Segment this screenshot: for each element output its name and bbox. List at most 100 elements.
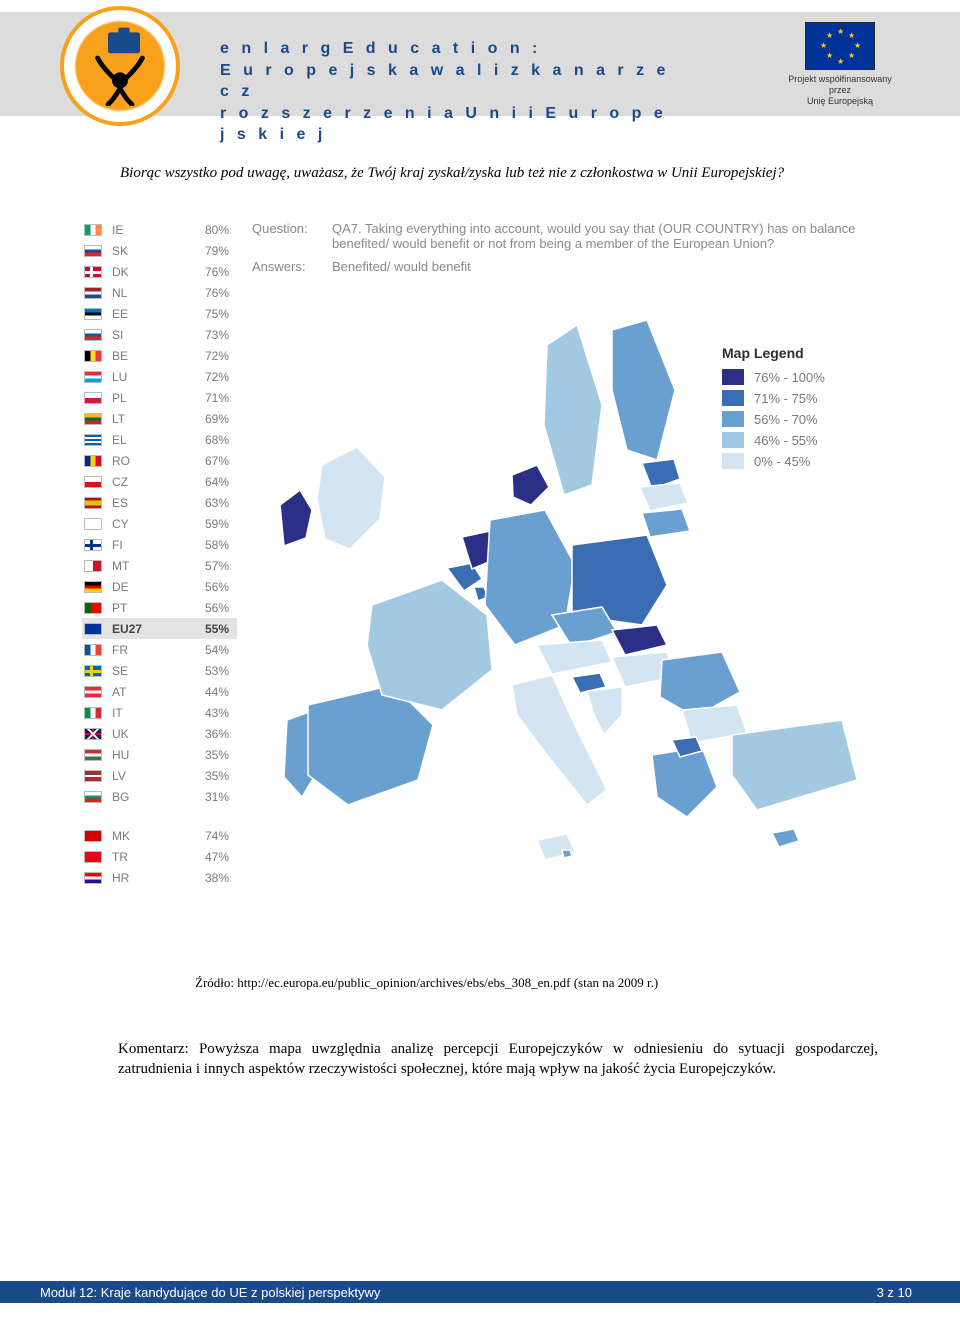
country-code: IE (112, 223, 152, 237)
country-flag-icon (84, 476, 102, 488)
map-country-uk (317, 447, 385, 549)
country-code: SI (112, 328, 152, 342)
footer-right: 3 z 10 (877, 1285, 912, 1300)
country-row: PL71% (82, 387, 237, 408)
project-logo (60, 6, 180, 126)
country-row: MK74% (82, 825, 237, 846)
country-row: RO67% (82, 450, 237, 471)
country-pct: 76% (152, 286, 237, 300)
comment-block: Komentarz: Powyższa mapa uwzględnia anal… (118, 1040, 878, 1079)
country-code: CY (112, 517, 152, 531)
country-code: UK (112, 727, 152, 741)
country-flag-icon (84, 665, 102, 677)
country-code: EL (112, 433, 152, 447)
country-pct: 43% (152, 706, 237, 720)
country-pct: 74% (152, 829, 237, 843)
chart-area: IE80%SK79%DK76%NL76%EE75%SI73%BE72%LU72%… (82, 215, 882, 965)
country-pct: 76% (152, 265, 237, 279)
map-country-fr (367, 580, 492, 710)
country-code: RO (112, 454, 152, 468)
country-flag-icon (84, 644, 102, 656)
country-row: IE80% (82, 219, 237, 240)
country-flag-icon (84, 308, 102, 320)
country-pct: 72% (152, 370, 237, 384)
eu-flag-icon: ★ ★ ★ ★ ★ ★ ★ ★ (805, 22, 875, 70)
country-ranking-list: IE80%SK79%DK76%NL76%EE75%SI73%BE72%LU72%… (82, 219, 237, 888)
footer-band: Moduł 12: Kraje kandydujące do UE z pols… (0, 1281, 960, 1303)
country-flag-icon (84, 728, 102, 740)
country-code: NL (112, 286, 152, 300)
legend-label: 56% - 70% (754, 412, 818, 427)
country-row: SI73% (82, 324, 237, 345)
country-pct: 57% (152, 559, 237, 573)
map-country-sk (612, 625, 667, 655)
country-code: LT (112, 412, 152, 426)
country-pct: 79% (152, 244, 237, 258)
country-code: SK (112, 244, 152, 258)
legend-swatch (722, 369, 744, 385)
legend-label: 0% - 45% (754, 454, 810, 469)
country-row: IT43% (82, 702, 237, 723)
question-text: QA7. Taking everything into account, wou… (332, 221, 872, 251)
country-pct: 47% (152, 850, 237, 864)
country-row: FR54% (82, 639, 237, 660)
country-code: FI (112, 538, 152, 552)
country-flag-icon (84, 602, 102, 614)
country-code: HU (112, 748, 152, 762)
country-pct: 80% (152, 223, 237, 237)
map-country-fi (612, 320, 675, 460)
map-country-hr (587, 687, 622, 735)
legend-row: 56% - 70% (722, 411, 872, 427)
country-code: BE (112, 349, 152, 363)
country-flag-icon (84, 287, 102, 299)
country-row: HU35% (82, 744, 237, 765)
country-flag-icon (84, 455, 102, 467)
country-code: PL (112, 391, 152, 405)
legend-label: 71% - 75% (754, 391, 818, 406)
country-code: DE (112, 580, 152, 594)
country-code: TR (112, 850, 152, 864)
country-row: HR38% (82, 867, 237, 888)
country-row: EL68% (82, 429, 237, 450)
title-line2: E u r o p e j s k a w a l i z k a n a r … (220, 60, 680, 103)
country-row: EE75% (82, 303, 237, 324)
source-line: Źródło: http://ec.europa.eu/public_opini… (195, 975, 835, 991)
map-country-lt (642, 509, 690, 537)
country-code: EU27 (112, 622, 152, 636)
country-code: FR (112, 643, 152, 657)
country-pct: 59% (152, 517, 237, 531)
country-code: BG (112, 790, 152, 804)
country-code: DK (112, 265, 152, 279)
country-flag-icon (84, 623, 102, 635)
country-row: CZ64% (82, 471, 237, 492)
country-row: FI58% (82, 534, 237, 555)
legend-swatch (722, 390, 744, 406)
country-code: IT (112, 706, 152, 720)
country-pct: 63% (152, 496, 237, 510)
footer-left: Moduł 12: Kraje kandydujące do UE z pols… (40, 1285, 380, 1300)
country-row: SE53% (82, 660, 237, 681)
country-flag-icon (84, 245, 102, 257)
country-code: EE (112, 307, 152, 321)
map-country-lv (640, 483, 688, 511)
country-pct: 54% (152, 643, 237, 657)
map-country-se (544, 325, 602, 495)
country-row: AT44% (82, 681, 237, 702)
country-pct: 56% (152, 601, 237, 615)
country-pct: 68% (152, 433, 237, 447)
country-flag-icon (84, 350, 102, 362)
legend-row: 76% - 100% (722, 369, 872, 385)
map-country-at (537, 640, 612, 674)
country-pct: 38% (152, 871, 237, 885)
legend-row: 71% - 75% (722, 390, 872, 406)
country-row: PT56% (82, 597, 237, 618)
eu-caption: Projekt współfinansowany przez Unię Euro… (780, 74, 900, 106)
country-code: CZ (112, 475, 152, 489)
country-code: LV (112, 769, 152, 783)
country-row: UK36% (82, 723, 237, 744)
country-pct: 75% (152, 307, 237, 321)
country-flag-icon (84, 791, 102, 803)
country-flag-icon (84, 371, 102, 383)
country-pct: 35% (152, 748, 237, 762)
country-flag-icon (84, 770, 102, 782)
